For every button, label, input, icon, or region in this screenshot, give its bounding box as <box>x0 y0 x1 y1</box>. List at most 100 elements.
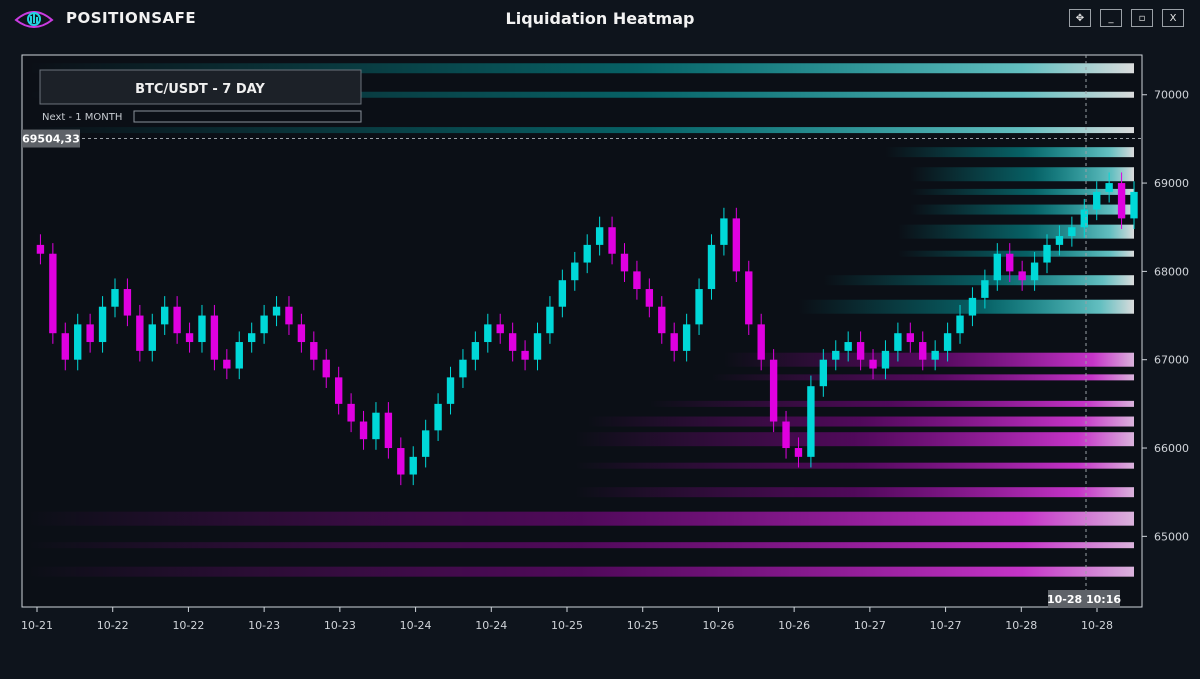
candle-body <box>869 359 877 369</box>
candle-body <box>347 403 355 422</box>
minimize-button[interactable]: _ <box>1100 9 1122 27</box>
candle-body <box>496 324 504 334</box>
candle-body <box>198 315 206 343</box>
short-liquidation-band <box>711 374 1134 381</box>
candle-body <box>1130 191 1138 219</box>
candle-body <box>819 359 828 387</box>
x-tick-label: 10-24 <box>400 619 432 632</box>
short-liquidation-band <box>28 511 1134 526</box>
candle-body <box>322 359 330 378</box>
candle-body <box>98 306 107 343</box>
crosshair-price-label: 69504,33 <box>22 133 80 146</box>
candle-body <box>981 280 989 298</box>
candle-body <box>993 253 1001 281</box>
x-tick-label: 10-25 <box>627 619 659 632</box>
y-axis: 65000 66000 67000 68000 69000 70000 <box>1142 89 1189 543</box>
candle-body <box>782 421 790 449</box>
x-tick-label: 10-26 <box>702 619 734 632</box>
short-liquidation-band <box>574 487 1134 498</box>
candle-body <box>1105 183 1113 192</box>
candle-body <box>471 342 480 360</box>
y-tick-label: 66000 <box>1154 442 1189 455</box>
y-tick-label: 67000 <box>1154 354 1189 367</box>
short-liquidation-band <box>28 566 1134 577</box>
long-liquidation-band <box>910 204 1134 215</box>
candle-body <box>807 386 815 457</box>
long-liquidation-band <box>28 91 1134 98</box>
candle-body <box>185 333 194 343</box>
candle-body <box>943 333 952 351</box>
move-button[interactable]: ✥ <box>1069 9 1091 27</box>
candle-body <box>1117 183 1126 219</box>
candle-body <box>36 244 45 254</box>
candle-body <box>359 421 368 440</box>
x-tick-label: 10-21 <box>21 619 53 632</box>
candle-body <box>571 262 579 281</box>
candle-body <box>111 289 119 307</box>
long-liquidation-band <box>897 224 1134 239</box>
candle-body <box>1055 236 1064 245</box>
candle-body <box>732 218 741 272</box>
long-liquidation-band <box>910 167 1134 182</box>
close-button[interactable]: X <box>1162 9 1184 27</box>
candle-body <box>334 377 343 404</box>
long-liquidation-band <box>910 188 1134 195</box>
maximize-button[interactable]: ▫ <box>1131 9 1153 27</box>
candle-body <box>384 412 393 449</box>
candle-body <box>1006 253 1014 272</box>
x-tick-label: 10-28 <box>1005 619 1037 632</box>
candle-body <box>397 448 405 475</box>
pair-button-label: BTC/USDT - 7 DAY <box>135 82 265 97</box>
x-tick-label: 10-25 <box>551 619 583 632</box>
candle-body <box>633 271 641 290</box>
short-liquidation-band <box>28 542 1134 549</box>
long-liquidation-band <box>823 275 1134 286</box>
short-liquidation-band <box>587 416 1134 427</box>
pair-button[interactable] <box>39 69 362 105</box>
candle-body <box>931 350 939 360</box>
candle-body <box>247 333 256 343</box>
candle-body <box>533 333 542 360</box>
x-tick-label: 10-28 <box>1081 619 1113 632</box>
y-tick-label: 69000 <box>1154 177 1189 190</box>
candle-body <box>856 342 865 360</box>
candle-body <box>74 324 82 360</box>
candle-body <box>421 430 430 457</box>
next-progress-bar[interactable] <box>133 110 362 123</box>
candle-body <box>272 306 281 316</box>
candle-body <box>86 324 94 343</box>
candle-body <box>1093 191 1101 210</box>
candle-body <box>620 253 629 272</box>
candle-body <box>409 456 417 475</box>
candle-body <box>919 342 927 360</box>
candle-body <box>1068 227 1076 237</box>
candle-body <box>223 359 231 369</box>
x-tick-label: 10-22 <box>97 619 129 632</box>
candle-body <box>658 306 666 334</box>
candle-body <box>49 253 57 334</box>
next-label: Next - 1 MONTH <box>42 112 122 123</box>
page-title: Liquidation Heatmap <box>505 9 695 28</box>
candle-body <box>1080 209 1088 228</box>
long-liquidation-band <box>798 299 1134 314</box>
candle-body <box>161 306 169 325</box>
candle-body <box>210 315 219 360</box>
candle-body <box>235 342 243 369</box>
crosshair-time-label: 10-28 10:16 <box>1047 593 1121 606</box>
candle-body <box>608 227 616 254</box>
candle-body <box>558 280 567 307</box>
candle-body <box>720 218 728 245</box>
eye-logo-icon <box>14 11 54 28</box>
x-tick-label: 10-27 <box>930 619 962 632</box>
crosshair-price-badge <box>22 129 80 148</box>
candle-body <box>434 403 442 431</box>
x-axis: 10-21 10-22 10-22 10-23 10-23 10-24 10-24 10-25… <box>21 607 1113 632</box>
candle-body <box>123 289 132 316</box>
candle-body <box>136 315 144 351</box>
candle-body <box>645 289 654 307</box>
crosshair-time-badge <box>1048 590 1120 608</box>
long-liquidation-band <box>28 127 1134 134</box>
brand-name: POSITIONSAFE <box>66 9 197 27</box>
